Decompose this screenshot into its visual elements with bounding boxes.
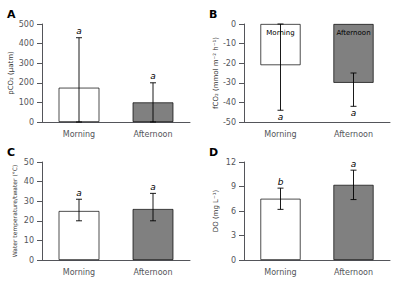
svg-text:a: a: [351, 108, 357, 118]
svg-text:a: a: [278, 112, 284, 122]
svg-text:Morning: Morning: [264, 130, 296, 139]
svg-text:-50: -50: [223, 118, 236, 127]
svg-text:a: a: [351, 159, 357, 169]
svg-text:300: 300: [19, 59, 34, 68]
svg-text:12: 12: [226, 158, 236, 167]
svg-text:Afternoon: Afternoon: [334, 130, 373, 139]
svg-text:400: 400: [19, 39, 34, 48]
svg-text:30: 30: [24, 197, 34, 206]
svg-text:DO (mg L⁻¹): DO (mg L⁻¹): [212, 189, 220, 232]
svg-text:a: a: [150, 71, 156, 81]
svg-text:C: C: [7, 146, 15, 159]
svg-text:-10: -10: [223, 39, 236, 48]
svg-text:Afternoon: Afternoon: [134, 268, 173, 277]
svg-text:200: 200: [19, 78, 34, 87]
svg-text:50: 50: [24, 158, 34, 167]
svg-text:Afternoon: Afternoon: [336, 29, 370, 37]
svg-text:a: a: [150, 182, 156, 192]
svg-text:0: 0: [231, 20, 236, 29]
svg-text:a: a: [76, 26, 82, 36]
svg-text:-30: -30: [223, 78, 236, 87]
svg-text:-20: -20: [223, 59, 236, 68]
svg-text:Afternoon: Afternoon: [334, 268, 373, 277]
svg-text:6: 6: [231, 207, 236, 216]
svg-text:b: b: [278, 177, 284, 187]
svg-text:0: 0: [29, 256, 34, 265]
svg-text:Morning: Morning: [266, 28, 295, 37]
svg-text:10: 10: [24, 236, 34, 245]
svg-text:500: 500: [19, 20, 34, 29]
svg-text:0: 0: [231, 256, 236, 265]
svg-text:D: D: [209, 146, 218, 159]
svg-text:9: 9: [231, 182, 236, 191]
svg-text:B: B: [209, 8, 217, 21]
svg-text:-40: -40: [223, 98, 236, 107]
svg-text:100: 100: [19, 98, 34, 107]
svg-text:Afternoon: Afternoon: [134, 130, 173, 139]
svg-text:0: 0: [29, 118, 34, 127]
svg-text:Morning: Morning: [63, 130, 95, 139]
svg-text:Morning: Morning: [63, 268, 95, 277]
svg-text:pCO₂ (µatm): pCO₂ (µatm): [7, 51, 15, 95]
svg-text:A: A: [7, 8, 16, 21]
svg-text:Water temperature/twater (°C): Water temperature/twater (°C): [11, 165, 19, 258]
svg-text:fCO₂ (mmol m⁻² h⁻¹): fCO₂ (mmol m⁻² h⁻¹): [212, 37, 220, 109]
svg-text:40: 40: [24, 177, 34, 186]
svg-text:Morning: Morning: [264, 268, 296, 277]
svg-text:a: a: [76, 188, 82, 198]
svg-text:3: 3: [231, 231, 236, 240]
svg-text:20: 20: [24, 216, 34, 225]
